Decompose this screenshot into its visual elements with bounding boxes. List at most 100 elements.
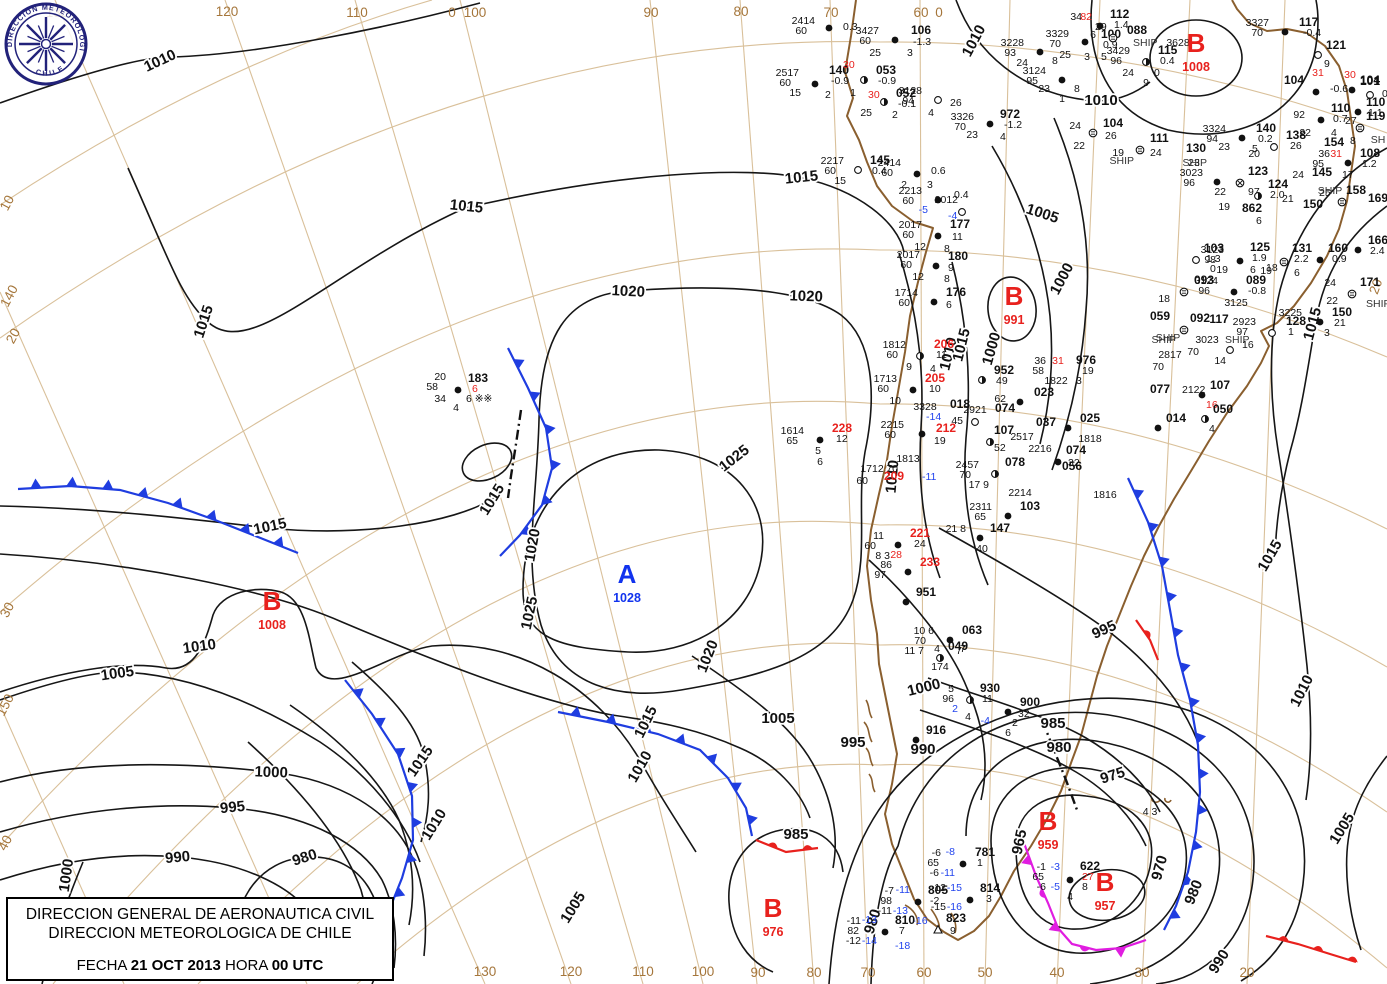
- seal-ray: [51, 45, 65, 53]
- station-plot: 1010.1: [1360, 74, 1387, 100]
- graticule-label: 0: [935, 5, 943, 20]
- station-value: 221: [910, 526, 930, 540]
- station-value: 092: [1190, 311, 1210, 325]
- station-value: 60: [856, 475, 868, 487]
- station-value: 52: [994, 442, 1006, 454]
- graticule-label: 40: [1049, 965, 1064, 980]
- front-triangle-marker: [529, 391, 541, 402]
- station-value: 96: [1110, 55, 1122, 67]
- front-triangle-marker: [730, 782, 742, 793]
- front-triangle-marker: [1197, 804, 1208, 816]
- graticule-label: 30: [1134, 965, 1149, 980]
- cold-front: [557, 710, 754, 837]
- station-value: 6 ※※: [466, 393, 493, 405]
- station-value: 169: [1368, 191, 1387, 205]
- front-triangle-marker: [570, 706, 582, 717]
- station-plot: 1818: [1078, 433, 1102, 445]
- station-plot: 049 174 7: [931, 639, 968, 673]
- station-value: 952: [994, 363, 1014, 377]
- cold-front: [499, 347, 554, 557]
- station-value: 1.3: [1206, 253, 1221, 265]
- front-triangle-marker: [541, 494, 553, 506]
- station-value: 96: [1198, 285, 1210, 297]
- station-value: 112: [1110, 7, 1130, 21]
- station-value: 45: [951, 415, 963, 427]
- station-value: 9: [950, 925, 956, 937]
- graticule-label: 60: [916, 965, 931, 980]
- station-value: 11 7: [904, 645, 924, 657]
- station-plot: 121 9: [1314, 38, 1346, 70]
- station-value: 6: [1005, 727, 1011, 739]
- station-value: 31: [1312, 67, 1324, 79]
- graticule-label: 130: [474, 964, 497, 979]
- station-value: -0.8: [1248, 285, 1266, 297]
- station-plot: 053-0.9 30 1: [850, 63, 896, 101]
- front-semicircle-marker: [767, 842, 778, 849]
- pressure-center-low: B 1008: [258, 586, 286, 632]
- station-value: SHIP: [1109, 155, 1134, 167]
- station-value: -6: [1037, 881, 1046, 893]
- center-pressure-value: 991: [1004, 313, 1025, 327]
- station-value: 2.4: [1370, 245, 1385, 257]
- isobar-label: 1015: [476, 481, 508, 518]
- station-value: 103: [1020, 499, 1040, 513]
- station-value: 65: [786, 435, 798, 447]
- station-value: 205: [925, 371, 945, 385]
- station-value: 95: [1026, 75, 1038, 87]
- station-value: 70: [1152, 361, 1164, 373]
- station-plot: 052-0.1 25 2: [860, 86, 916, 121]
- station-value: 104: [1360, 73, 1380, 87]
- station-value: 24: [1150, 147, 1162, 159]
- station-value: -14: [862, 935, 877, 947]
- front-triangle-marker: [66, 476, 78, 487]
- isobar-label: 1020: [611, 282, 645, 301]
- isobar-label: 1010: [141, 46, 178, 76]
- station-value: 2: [952, 703, 958, 715]
- station-value: 9: [1324, 58, 1330, 70]
- station-plot: 2517: [1010, 431, 1034, 443]
- station-value: 3: [1324, 327, 1330, 339]
- station-value: 154: [1324, 135, 1344, 149]
- station-value: 183: [468, 371, 488, 385]
- station-value: 1: [1288, 326, 1294, 338]
- station-value: 95: [1312, 158, 1324, 170]
- isobar-label: 995: [219, 798, 246, 818]
- station-plot: 169: [1368, 191, 1387, 205]
- station-value: 60: [824, 165, 836, 177]
- station-value: 1: [1059, 93, 1065, 105]
- station-value: 124: [1268, 177, 1288, 191]
- station-value: 050: [1213, 402, 1233, 416]
- station-value: -7: [885, 885, 894, 897]
- front-triangle-marker: [1158, 556, 1170, 567]
- front-semicircle-marker: [1143, 630, 1151, 640]
- station-plot: 1614: [1214, 339, 1254, 367]
- front-triangle-marker: [605, 713, 617, 724]
- station-value: -5: [1051, 881, 1060, 893]
- station-value: 106: [911, 23, 931, 37]
- station-value: 3329: [1046, 28, 1070, 40]
- station-value: 7: [960, 643, 966, 655]
- station-value: 145: [870, 153, 890, 167]
- station-value: 078: [1005, 455, 1025, 469]
- front-triangle-marker: [640, 721, 652, 733]
- station-value: 70: [914, 635, 926, 647]
- station-value: 8: [944, 273, 950, 285]
- station-value: 92: [1293, 109, 1305, 121]
- station-value: -8: [946, 846, 955, 858]
- station-value: 2214: [1008, 487, 1032, 499]
- isobar-label: 975: [1098, 764, 1127, 788]
- station-value: 23: [1188, 157, 1200, 169]
- station-value: 814: [980, 881, 1000, 895]
- cold-front: [17, 484, 299, 555]
- station-value: 140: [1256, 121, 1276, 135]
- station-plot: 2012: [935, 194, 966, 216]
- station-value: 97: [874, 569, 886, 581]
